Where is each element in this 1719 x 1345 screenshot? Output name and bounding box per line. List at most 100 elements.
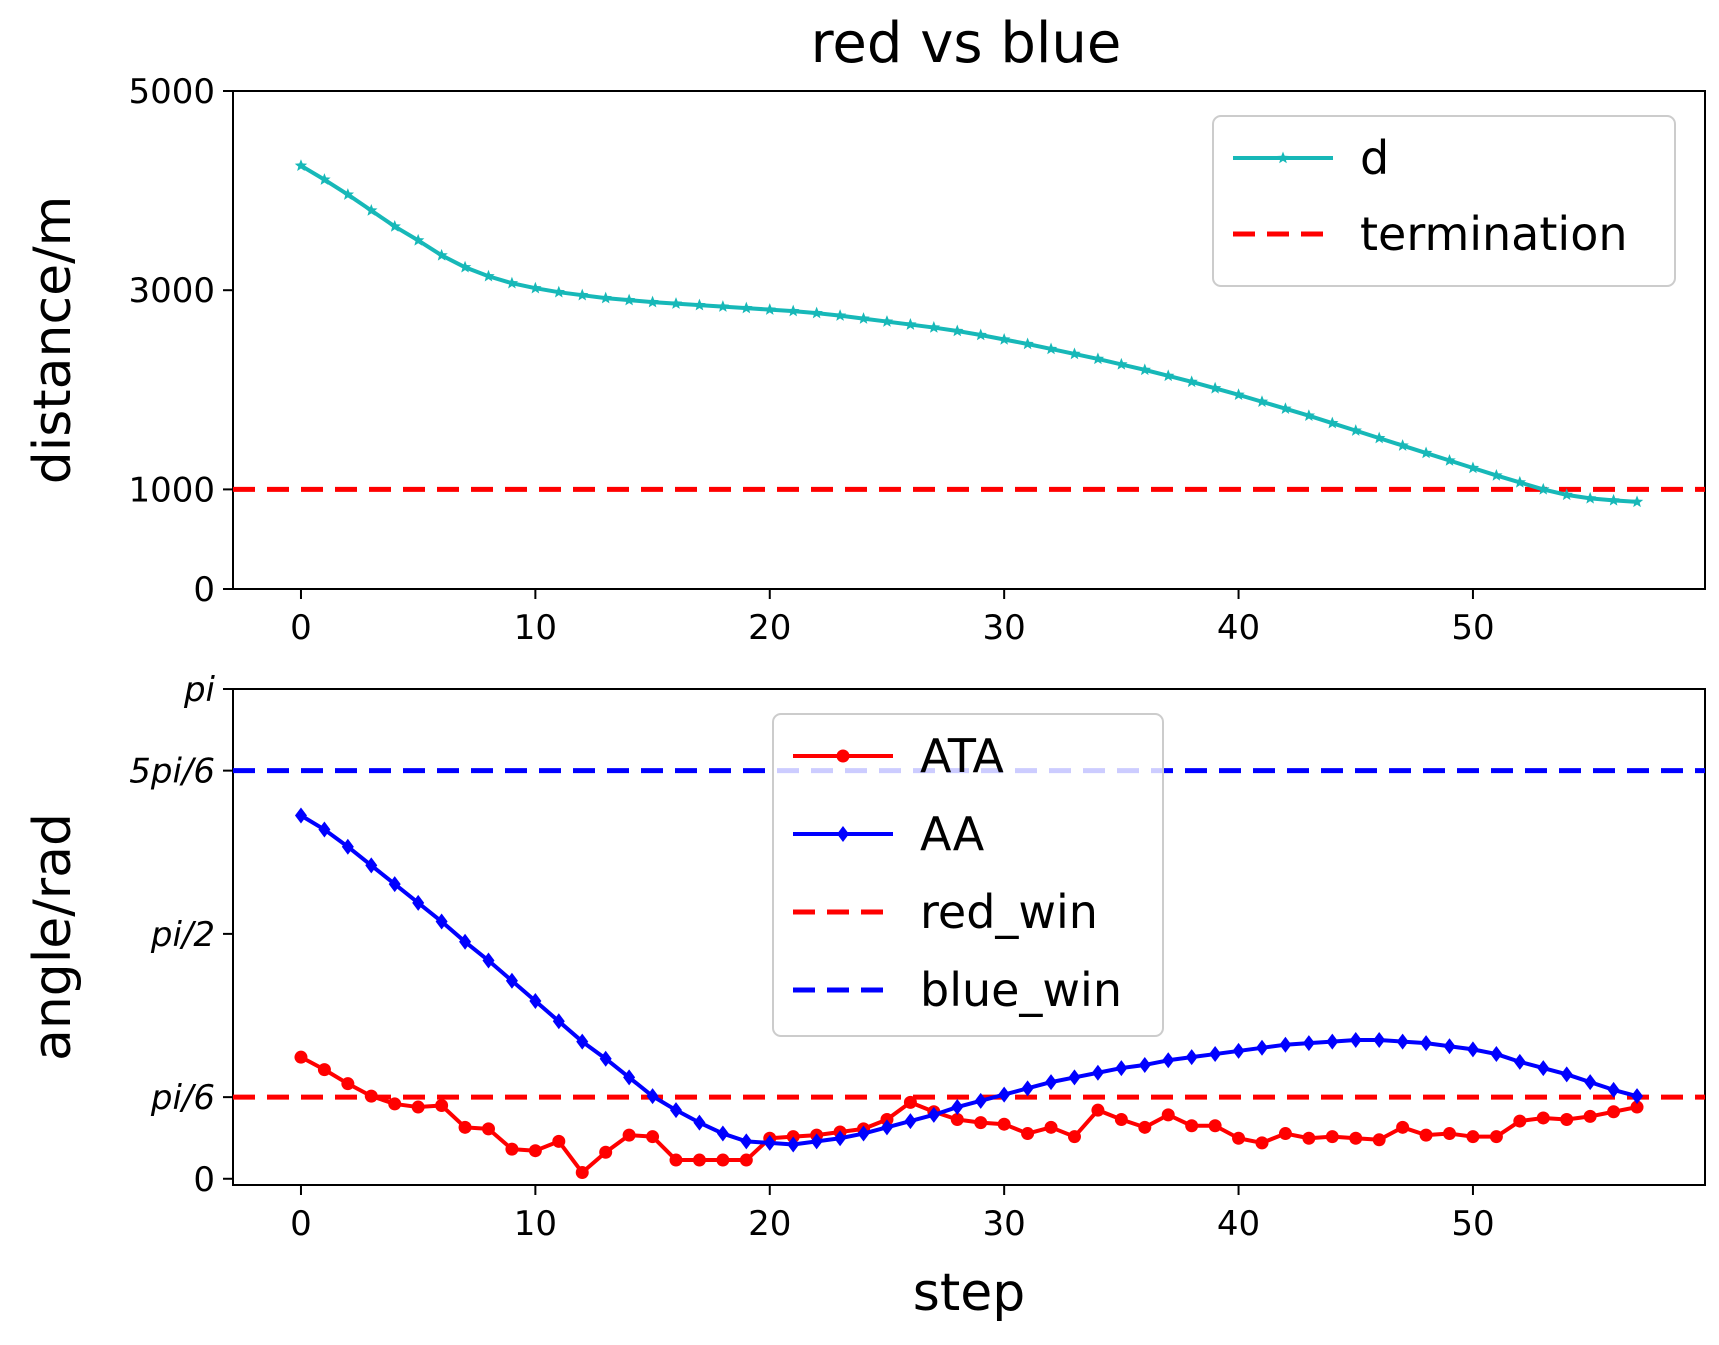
data-point — [1443, 454, 1456, 466]
y-tick-label: 5000 — [128, 72, 215, 112]
data-point — [693, 1114, 706, 1131]
legend: ATA AA red_win blue_win — [772, 713, 1164, 1037]
data-point — [552, 285, 565, 298]
data-point — [669, 1153, 683, 1167]
data-point — [692, 1153, 706, 1167]
legend-item-blue-win: blue_win — [793, 963, 1122, 1017]
data-point — [646, 295, 659, 308]
data-point — [1185, 1049, 1198, 1066]
data-point — [411, 1100, 425, 1114]
data-point — [1490, 468, 1503, 481]
x-tick-label: 30 — [983, 1204, 1026, 1244]
data-point — [1560, 1113, 1574, 1127]
data-point — [1630, 1100, 1644, 1114]
data-point — [1255, 395, 1269, 408]
plot-frame — [232, 688, 1706, 1186]
data-point — [576, 288, 589, 301]
data-point — [1536, 1111, 1550, 1125]
legend-item-red-win: red_win — [793, 885, 1098, 939]
data-point — [1185, 1119, 1199, 1133]
data-point — [435, 248, 448, 261]
data-point — [294, 807, 307, 824]
data-point — [1489, 1130, 1503, 1144]
data-point — [646, 1130, 660, 1144]
data-point — [1021, 1127, 1035, 1141]
series-line-d — [299, 163, 1638, 504]
data-point — [529, 993, 542, 1010]
data-point — [1325, 1130, 1339, 1144]
data-point — [834, 1130, 847, 1147]
legend-item-aa: AA — [793, 807, 985, 861]
data-point — [951, 324, 964, 337]
data-point — [458, 260, 472, 273]
data-point — [904, 318, 917, 330]
data-point — [904, 1113, 917, 1130]
data-point — [1396, 1033, 1409, 1050]
data-point — [1208, 1119, 1222, 1133]
data-point — [1255, 1039, 1268, 1056]
data-point — [1021, 337, 1034, 350]
data-point — [1115, 357, 1128, 370]
data-point — [1584, 1074, 1597, 1091]
data-point — [622, 1128, 636, 1142]
data-point — [1490, 1046, 1503, 1063]
x-tick-label: 0 — [290, 608, 312, 648]
data-point — [1349, 1131, 1363, 1145]
data-point — [623, 1069, 636, 1086]
data-point — [1278, 1127, 1292, 1141]
data-point — [646, 1088, 659, 1105]
x-tick-label: 10 — [514, 1204, 557, 1244]
data-point — [974, 1116, 988, 1130]
data-point — [1513, 1114, 1527, 1128]
data-point — [528, 1144, 542, 1158]
data-point — [669, 297, 683, 309]
data-point — [1161, 1108, 1175, 1122]
data-point — [1607, 1105, 1621, 1119]
data-point — [1443, 1127, 1457, 1141]
data-point — [950, 1113, 964, 1127]
data-point — [927, 321, 941, 333]
data-point — [529, 281, 542, 294]
data-point — [318, 173, 331, 185]
data-point — [1583, 491, 1597, 504]
data-point — [857, 1125, 870, 1142]
series-aa — [294, 807, 1644, 1153]
data-point — [411, 233, 425, 246]
data-point — [1115, 1060, 1128, 1077]
data-point — [341, 1077, 355, 1091]
data-point — [1630, 495, 1644, 508]
data-point — [787, 1136, 800, 1153]
x-tick-label: 10 — [514, 608, 557, 648]
data-point — [716, 1153, 730, 1167]
y-tick-label: 3000 — [128, 271, 215, 311]
data-point — [997, 1117, 1011, 1131]
x-tick-label: 20 — [748, 1204, 791, 1244]
data-point — [576, 1033, 589, 1050]
data-point — [974, 328, 987, 341]
data-point — [1396, 1120, 1410, 1134]
data-point — [1232, 1131, 1246, 1145]
data-point — [1373, 1032, 1386, 1049]
data-point — [1162, 369, 1175, 382]
legend-label: termination — [1360, 207, 1628, 261]
data-point — [552, 1134, 566, 1148]
data-point — [341, 188, 355, 200]
distance-panel: 0 10 20 30 40 50 0 1000 3000 5000 distance/m d termi… — [23, 72, 1706, 648]
data-point — [1326, 416, 1339, 429]
data-point — [1302, 1131, 1316, 1145]
data-point — [317, 1063, 331, 1077]
series-d — [294, 159, 1644, 508]
data-point — [1349, 424, 1362, 436]
data-point — [810, 1133, 823, 1150]
data-point — [1466, 461, 1480, 474]
data-point — [1067, 1130, 1081, 1144]
data-point — [1279, 402, 1292, 414]
data-point — [552, 1013, 565, 1030]
data-point — [388, 1097, 402, 1111]
data-point — [716, 300, 730, 312]
data-point — [1326, 1033, 1339, 1050]
data-point — [459, 933, 472, 950]
data-point — [1279, 1036, 1292, 1053]
data-point — [1513, 475, 1527, 488]
data-point — [599, 1145, 613, 1159]
